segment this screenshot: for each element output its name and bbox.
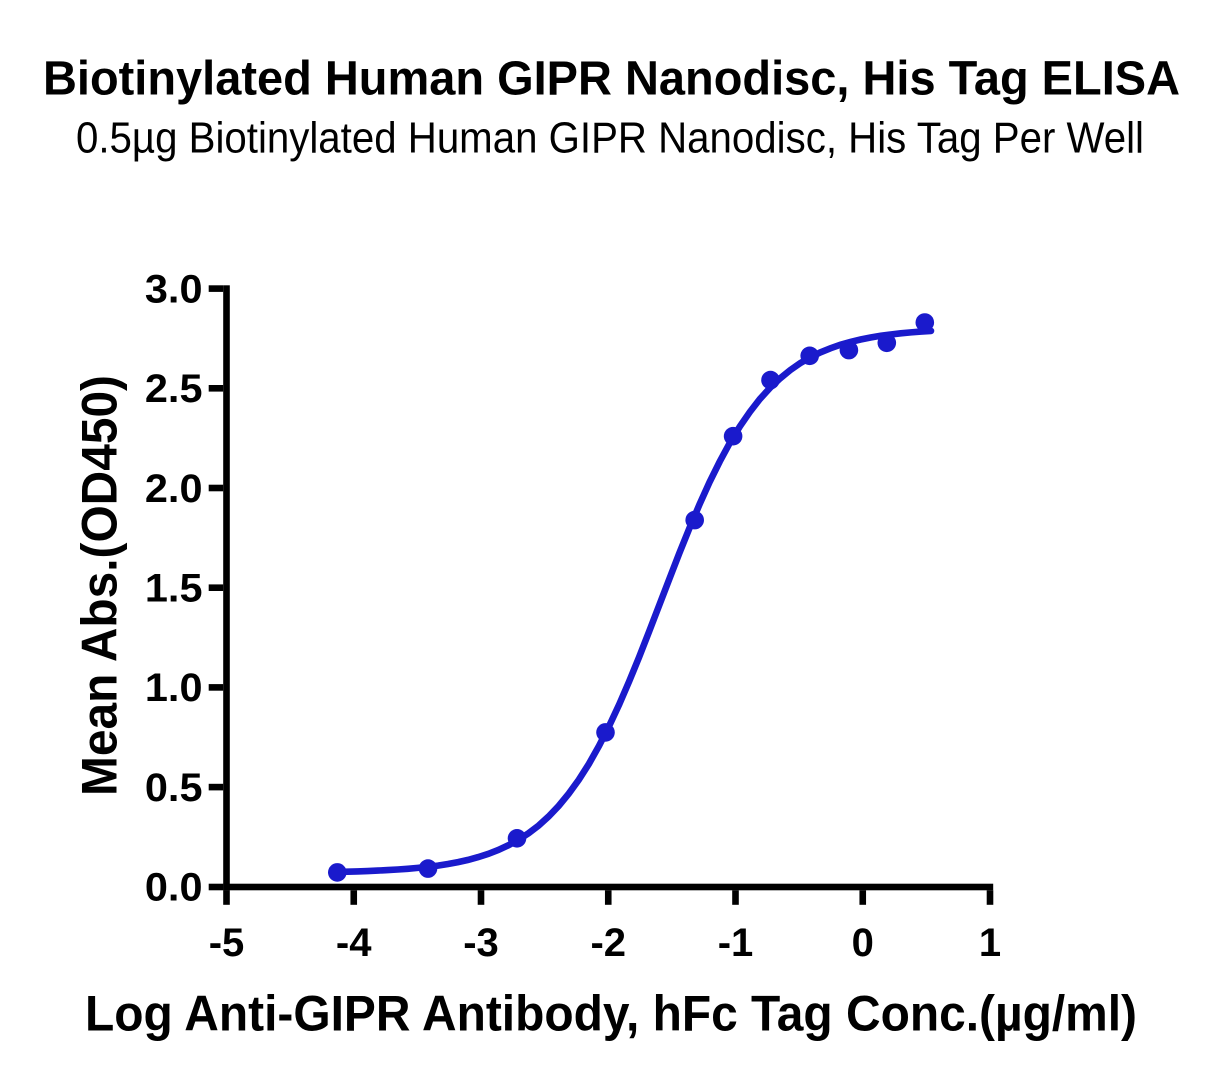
svg-text:-2: -2 <box>590 921 626 965</box>
svg-text:-4: -4 <box>336 921 372 965</box>
svg-text:Mean Abs.(OD450): Mean Abs.(OD450) <box>72 375 128 796</box>
svg-text:0.0: 0.0 <box>145 866 203 910</box>
svg-text:-5: -5 <box>209 921 245 965</box>
svg-text:1.0: 1.0 <box>145 666 203 710</box>
svg-text:Biotinylated Human GIPR Nanodi: Biotinylated Human GIPR Nanodisc, His Ta… <box>43 53 1180 106</box>
svg-text:2.0: 2.0 <box>145 467 203 511</box>
svg-text:1.5: 1.5 <box>145 567 203 611</box>
svg-text:0: 0 <box>852 921 874 965</box>
svg-text:3.0: 3.0 <box>145 267 203 311</box>
svg-text:0.5µg Biotinylated Human GIPR: 0.5µg Biotinylated Human GIPR Nanodisc, … <box>76 113 1144 162</box>
svg-text:0.5: 0.5 <box>145 766 203 810</box>
svg-text:2.5: 2.5 <box>145 367 203 411</box>
svg-text:-1: -1 <box>718 921 754 965</box>
svg-text:Log Anti-GIPR Antibody, hFc Ta: Log Anti-GIPR Antibody, hFc Tag Conc.(µg… <box>85 986 1137 1042</box>
svg-text:-3: -3 <box>463 921 499 965</box>
svg-text:1: 1 <box>979 921 1001 965</box>
